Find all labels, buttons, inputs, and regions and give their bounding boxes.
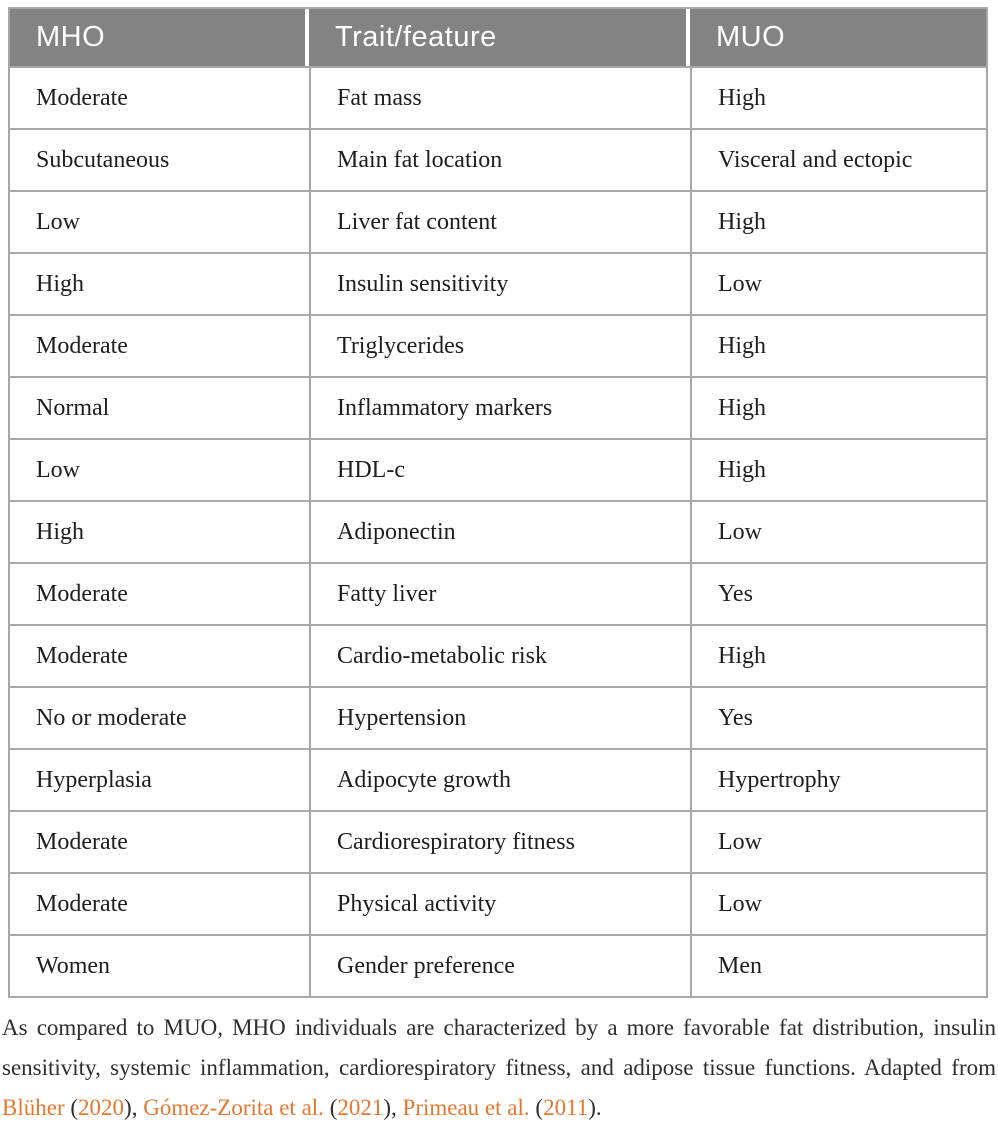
cell-trait: Adipocyte growth <box>309 750 690 810</box>
table-row: Moderate Physical activity Low <box>10 872 986 934</box>
cell-trait: Liver fat content <box>309 192 690 252</box>
cell-trait: Fat mass <box>309 68 690 128</box>
cell-trait: Adiponectin <box>309 502 690 562</box>
cell-mho: Hyperplasia <box>36 766 152 793</box>
table-row: Low Liver fat content High <box>10 190 986 252</box>
table-row: Moderate Cardio-metabolic risk High <box>10 624 986 686</box>
cell-trait: HDL-c <box>309 440 690 500</box>
table-row: High Insulin sensitivity Low <box>10 252 986 314</box>
mho-muo-comparison-table: MHO Trait/feature MUO Moderate Fat mass … <box>8 7 988 998</box>
table-row: No or moderate Hypertension Yes <box>10 686 986 748</box>
cell-muo: Low <box>690 502 986 562</box>
table-row: Low HDL-c High <box>10 438 986 500</box>
table-row: High Adiponectin Low <box>10 500 986 562</box>
cell-muo: Visceral and ectopic <box>690 130 986 190</box>
table-row: Moderate Fatty liver Yes <box>10 562 986 624</box>
cell-mho: Moderate <box>36 828 128 855</box>
citation-year-2021[interactable]: 2021 <box>337 1095 384 1120</box>
table-row: Moderate Fat mass High <box>10 66 986 128</box>
cell-mho: Moderate <box>36 580 128 607</box>
cell-mho: Subcutaneous <box>36 146 170 173</box>
cell-mho: Moderate <box>36 890 128 917</box>
cell-mho: High <box>36 270 84 297</box>
cell-muo: Yes <box>690 564 986 624</box>
caption-text: ), <box>383 1095 403 1120</box>
cell-muo: Men <box>690 936 986 996</box>
cell-muo: Low <box>690 254 986 314</box>
caption-text: ). <box>588 1095 602 1120</box>
cell-trait: Insulin sensitivity <box>309 254 690 314</box>
cell-trait: Cardiorespiratory fitness <box>309 812 690 872</box>
table-row: Moderate Triglycerides High <box>10 314 986 376</box>
caption-text: ), <box>124 1095 144 1120</box>
column-header-mho: MHO <box>10 9 305 66</box>
cell-mho: Moderate <box>36 332 128 359</box>
cell-mho: Moderate <box>36 84 128 111</box>
caption-text: ( <box>529 1095 544 1120</box>
column-header-trait-feature: Trait/feature <box>309 9 686 66</box>
table-row: Normal Inflammatory markers High <box>10 376 986 438</box>
cell-mho: Normal <box>36 394 110 421</box>
caption-text: As compared to MUO, MHO individuals are … <box>2 1015 996 1080</box>
citation-year-2020[interactable]: 2020 <box>78 1095 125 1120</box>
cell-muo: Hypertrophy <box>690 750 986 810</box>
cell-trait: Cardio-metabolic risk <box>309 626 690 686</box>
cell-muo: High <box>690 378 986 438</box>
cell-muo: High <box>690 68 986 128</box>
cell-muo: Yes <box>690 688 986 748</box>
column-header-muo: MUO <box>690 9 986 66</box>
cell-muo: High <box>690 316 986 376</box>
cell-trait: Physical activity <box>309 874 690 934</box>
cell-trait: Main fat location <box>309 130 690 190</box>
cell-mho: Moderate <box>36 642 128 669</box>
caption-text: ( <box>64 1095 79 1120</box>
table-row: Women Gender preference Men <box>10 934 986 996</box>
cell-trait: Hypertension <box>309 688 690 748</box>
table-row: Subcutaneous Main fat location Visceral … <box>10 128 986 190</box>
cell-mho: Women <box>36 952 111 979</box>
cell-mho: Low <box>36 456 80 483</box>
cell-muo: Low <box>690 812 986 872</box>
cell-mho: No or moderate <box>36 704 187 731</box>
table-caption: As compared to MUO, MHO individuals are … <box>2 1008 996 1128</box>
cell-trait: Triglycerides <box>309 316 690 376</box>
table-row: Moderate Cardiorespiratory fitness Low <box>10 810 986 872</box>
citation-bluher[interactable]: Blüher <box>2 1095 65 1120</box>
table-row: Hyperplasia Adipocyte growth Hypertrophy <box>10 748 986 810</box>
table-header-row: MHO Trait/feature MUO <box>10 9 986 66</box>
cell-trait: Fatty liver <box>309 564 690 624</box>
cell-muo: High <box>690 192 986 252</box>
cell-muo: High <box>690 440 986 500</box>
cell-mho: High <box>36 518 84 545</box>
citation-year-2011[interactable]: 2011 <box>543 1095 589 1120</box>
citation-gomez-zorita[interactable]: Gómez-Zorita et al. <box>143 1095 324 1120</box>
cell-muo: Low <box>690 874 986 934</box>
caption-text: ( <box>323 1095 338 1120</box>
cell-trait: Gender preference <box>309 936 690 996</box>
cell-trait: Inflammatory markers <box>309 378 690 438</box>
citation-primeau[interactable]: Primeau et al. <box>402 1095 530 1120</box>
cell-muo: High <box>690 626 986 686</box>
cell-mho: Low <box>36 208 80 235</box>
